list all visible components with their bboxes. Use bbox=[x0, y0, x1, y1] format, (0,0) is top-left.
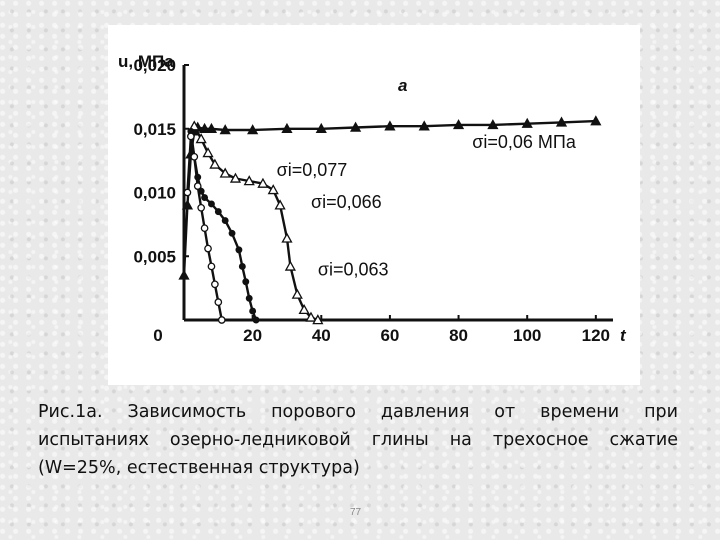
data-point bbox=[217, 316, 226, 324]
data-point bbox=[205, 122, 218, 133]
data-point bbox=[197, 203, 206, 212]
series-line bbox=[189, 131, 258, 321]
data-point bbox=[221, 217, 229, 224]
data-point bbox=[274, 199, 286, 210]
series-2: σi=0,077 bbox=[188, 120, 348, 325]
series-4: σi=0,063 bbox=[183, 132, 389, 324]
data-point bbox=[242, 278, 250, 286]
data-point bbox=[219, 124, 231, 135]
x-axis-label: t bbox=[620, 326, 627, 345]
pore-pressure-chart: 0 20 40 60 80 100 120 0,005 0,010 0,015 0,020 σi=0… bbox=[118, 52, 627, 345]
data-point bbox=[247, 124, 259, 135]
x-tick-label: 100 bbox=[513, 326, 541, 345]
y-tick-label: 0,010 bbox=[133, 184, 176, 203]
data-point bbox=[183, 188, 192, 197]
data-point bbox=[178, 269, 190, 280]
data-point bbox=[202, 147, 214, 158]
series-label: σi=0,066 bbox=[311, 192, 382, 212]
y-tick-label: 0,005 bbox=[133, 247, 176, 266]
x-tick-label: 20 bbox=[243, 326, 262, 345]
data-point bbox=[195, 133, 207, 144]
data-point bbox=[193, 182, 202, 190]
data-point bbox=[267, 184, 279, 195]
data-point bbox=[235, 246, 243, 254]
data-point bbox=[211, 280, 219, 289]
chart-labels: u, МПа t a bbox=[118, 52, 627, 345]
figure-caption: Рис.1а. Зависимость порового давления от… bbox=[38, 402, 678, 478]
data-point bbox=[315, 122, 327, 133]
data-point bbox=[188, 120, 200, 131]
series-label: σi=0,06 МПа bbox=[472, 132, 577, 152]
data-point bbox=[219, 167, 231, 178]
data-point bbox=[312, 314, 324, 325]
data-point bbox=[198, 122, 211, 133]
x-tick-label: 60 bbox=[380, 326, 399, 345]
x-tick-label: 40 bbox=[312, 326, 331, 345]
data-point bbox=[181, 199, 194, 210]
data-point bbox=[590, 115, 602, 126]
data-point bbox=[238, 262, 246, 270]
series-lines: σi=0,06 МПа σi=0,077 σi=0,066 σi=0,063 bbox=[178, 115, 602, 325]
data-point bbox=[228, 229, 236, 237]
data-point bbox=[452, 119, 465, 130]
data-point bbox=[281, 232, 293, 243]
data-point bbox=[349, 121, 362, 132]
data-point bbox=[187, 132, 195, 141]
data-point bbox=[204, 244, 212, 253]
data-point bbox=[207, 262, 216, 271]
data-point bbox=[281, 122, 293, 133]
data-point bbox=[209, 158, 221, 169]
data-point bbox=[214, 298, 223, 306]
data-point bbox=[245, 294, 253, 302]
x-tick-label: 120 bbox=[582, 326, 610, 345]
data-point bbox=[284, 260, 296, 271]
y-axis-label: u, МПа bbox=[118, 52, 174, 71]
data-point bbox=[298, 303, 310, 315]
x-tick-label: 80 bbox=[449, 326, 468, 345]
series-line bbox=[193, 125, 319, 322]
series-3: σi=0,066 bbox=[187, 127, 382, 324]
y-tick-label: 0,015 bbox=[133, 120, 176, 139]
data-point bbox=[190, 152, 199, 161]
series-1: σi=0,06 МПа bbox=[178, 115, 602, 280]
page-number: 77 bbox=[350, 507, 362, 518]
series-label: σi=0,063 bbox=[318, 259, 389, 279]
data-point bbox=[229, 172, 242, 183]
data-point bbox=[521, 117, 533, 128]
series-label: σi=0,077 bbox=[277, 160, 348, 180]
data-point bbox=[555, 116, 568, 127]
figure-panel: 0 20 40 60 80 100 120 0,005 0,010 0,015 0,020 σi=0… bbox=[108, 25, 640, 385]
axis-ticks: 0 20 40 60 80 100 120 0,005 0,010 0,015 0,020 bbox=[133, 56, 610, 345]
data-point bbox=[249, 307, 257, 315]
data-point bbox=[201, 194, 209, 202]
data-point bbox=[252, 316, 260, 324]
data-point bbox=[243, 175, 255, 186]
data-point bbox=[257, 177, 269, 188]
data-point bbox=[200, 224, 209, 233]
data-point bbox=[208, 200, 215, 208]
data-point bbox=[487, 119, 499, 130]
data-point bbox=[291, 288, 303, 299]
data-point bbox=[418, 120, 430, 131]
panel-label: a bbox=[398, 76, 407, 95]
data-point bbox=[305, 311, 317, 322]
data-point bbox=[214, 208, 222, 216]
y-tick-label: 0,020 bbox=[133, 56, 176, 75]
data-point bbox=[384, 120, 396, 131]
x-tick-label: 0 bbox=[153, 326, 162, 345]
